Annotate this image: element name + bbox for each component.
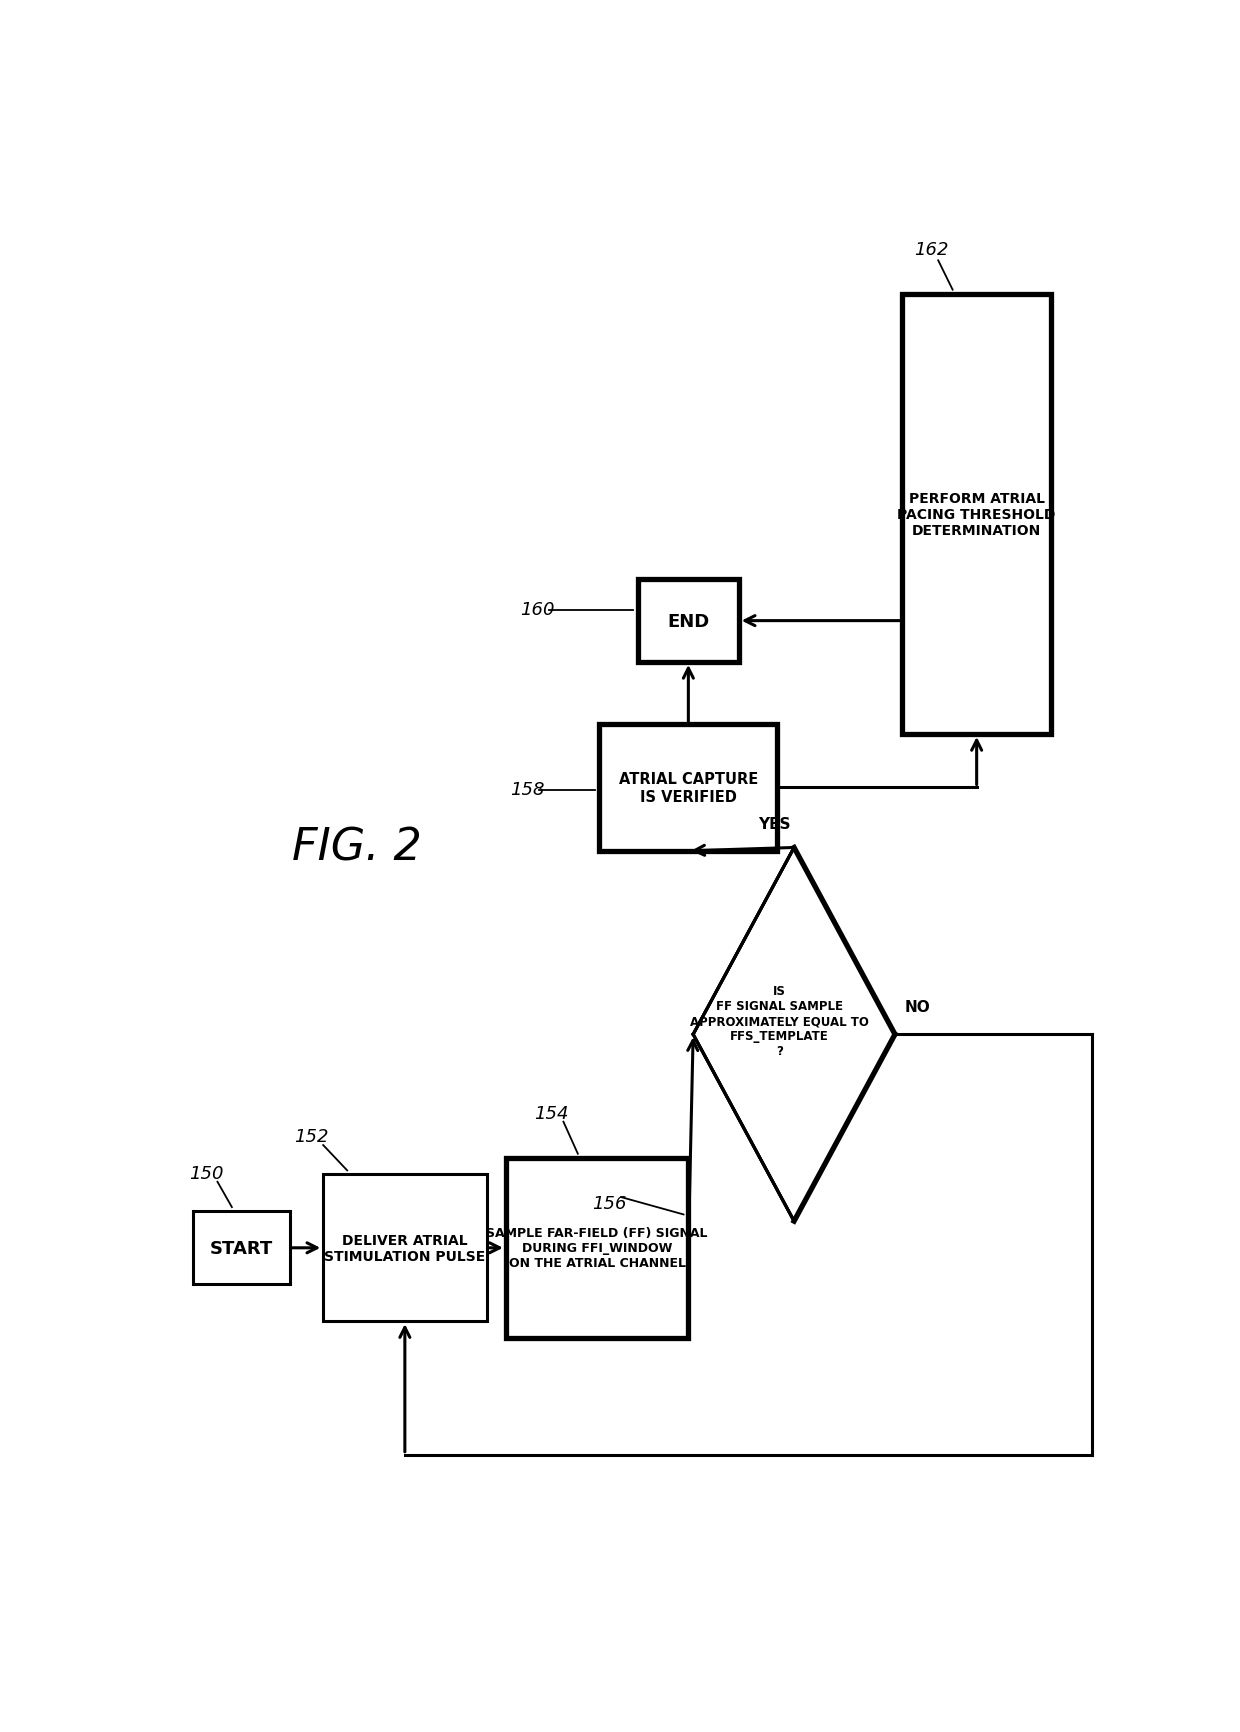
- FancyBboxPatch shape: [903, 294, 1052, 734]
- FancyBboxPatch shape: [506, 1159, 688, 1339]
- Text: FIG. 2: FIG. 2: [291, 826, 422, 869]
- Text: 152: 152: [294, 1128, 329, 1145]
- Text: 162: 162: [914, 241, 949, 258]
- Text: 158: 158: [511, 781, 546, 798]
- Text: ATRIAL CAPTURE
IS VERIFIED: ATRIAL CAPTURE IS VERIFIED: [619, 772, 758, 804]
- FancyBboxPatch shape: [324, 1174, 486, 1322]
- Text: SAMPLE FAR-FIELD (FF) SIGNAL
DURING FFI_WINDOW
ON THE ATRIAL CHANNEL: SAMPLE FAR-FIELD (FF) SIGNAL DURING FFI_…: [486, 1226, 708, 1270]
- FancyBboxPatch shape: [637, 580, 739, 663]
- Text: END: END: [667, 613, 709, 630]
- Text: START: START: [210, 1238, 273, 1257]
- Text: 154: 154: [534, 1103, 569, 1122]
- Text: IS
FF SIGNAL SAMPLE
APPROXIMATELY EQUAL TO
FFS_TEMPLATE
?: IS FF SIGNAL SAMPLE APPROXIMATELY EQUAL …: [691, 986, 869, 1058]
- Text: 156: 156: [593, 1193, 626, 1212]
- Text: PERFORM ATRIAL
PACING THRESHOLD
DETERMINATION: PERFORM ATRIAL PACING THRESHOLD DETERMIN…: [898, 492, 1055, 537]
- Text: NO: NO: [905, 999, 930, 1015]
- FancyBboxPatch shape: [193, 1211, 290, 1285]
- Text: DELIVER ATRIAL
STIMULATION PULSE: DELIVER ATRIAL STIMULATION PULSE: [324, 1233, 486, 1263]
- Text: YES: YES: [759, 818, 791, 831]
- Polygon shape: [693, 849, 895, 1221]
- Text: 160: 160: [521, 601, 554, 618]
- FancyBboxPatch shape: [599, 724, 777, 852]
- Text: 150: 150: [188, 1164, 223, 1181]
